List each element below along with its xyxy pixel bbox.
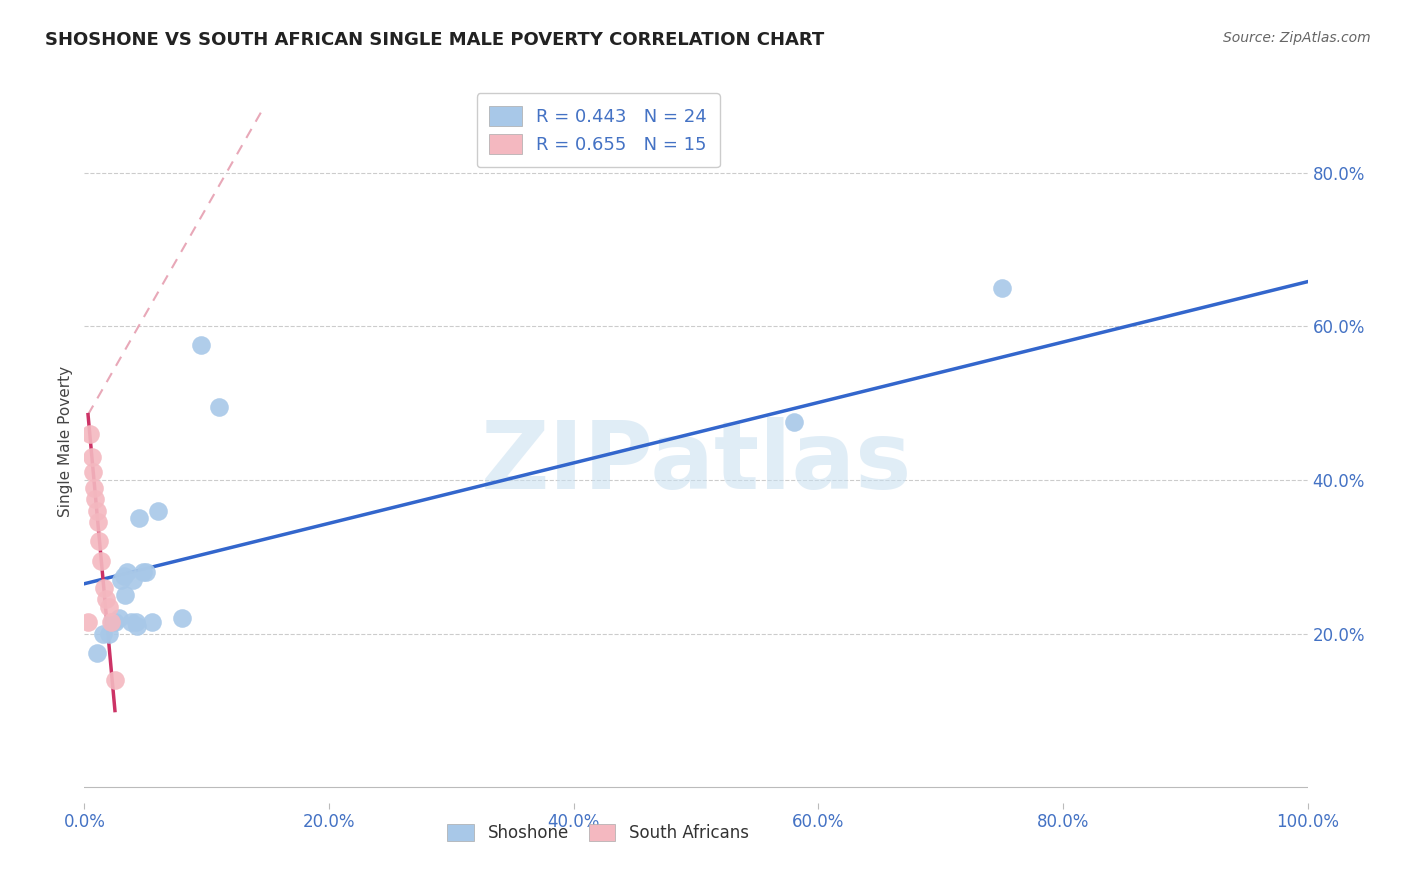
Point bbox=[79, 426, 101, 441]
Point bbox=[97, 599, 120, 614]
Point bbox=[100, 615, 122, 630]
Point bbox=[97, 626, 120, 640]
Point bbox=[122, 573, 145, 587]
Point bbox=[82, 465, 104, 479]
Point bbox=[80, 450, 103, 464]
Point bbox=[208, 400, 231, 414]
Point bbox=[783, 415, 806, 429]
Point bbox=[190, 338, 212, 352]
Point bbox=[115, 565, 138, 579]
Point bbox=[90, 554, 112, 568]
Point bbox=[77, 615, 100, 630]
Text: ZIPatlas: ZIPatlas bbox=[481, 417, 911, 509]
Point bbox=[141, 615, 163, 630]
Point bbox=[991, 281, 1014, 295]
Point bbox=[84, 492, 107, 507]
Point bbox=[101, 615, 124, 630]
Point bbox=[91, 626, 114, 640]
Point bbox=[104, 615, 127, 630]
Point bbox=[104, 673, 127, 687]
Point bbox=[87, 534, 110, 549]
Point bbox=[125, 615, 148, 630]
Legend: Shoshone, South Africans: Shoshone, South Africans bbox=[441, 817, 755, 848]
Point bbox=[125, 619, 148, 633]
Point bbox=[120, 615, 142, 630]
Point bbox=[110, 573, 132, 587]
Point bbox=[96, 592, 118, 607]
Point bbox=[107, 611, 129, 625]
Point bbox=[112, 569, 135, 583]
Point bbox=[83, 481, 105, 495]
Point bbox=[93, 581, 115, 595]
Point bbox=[172, 611, 194, 625]
Point bbox=[128, 511, 150, 525]
Point bbox=[86, 504, 108, 518]
Point bbox=[114, 588, 136, 602]
Text: Source: ZipAtlas.com: Source: ZipAtlas.com bbox=[1223, 31, 1371, 45]
Point bbox=[135, 565, 157, 579]
Point bbox=[132, 565, 155, 579]
Point bbox=[87, 515, 110, 529]
Y-axis label: Single Male Poverty: Single Male Poverty bbox=[58, 366, 73, 517]
Text: SHOSHONE VS SOUTH AFRICAN SINGLE MALE POVERTY CORRELATION CHART: SHOSHONE VS SOUTH AFRICAN SINGLE MALE PO… bbox=[45, 31, 824, 49]
Point bbox=[86, 646, 108, 660]
Point bbox=[146, 504, 169, 518]
